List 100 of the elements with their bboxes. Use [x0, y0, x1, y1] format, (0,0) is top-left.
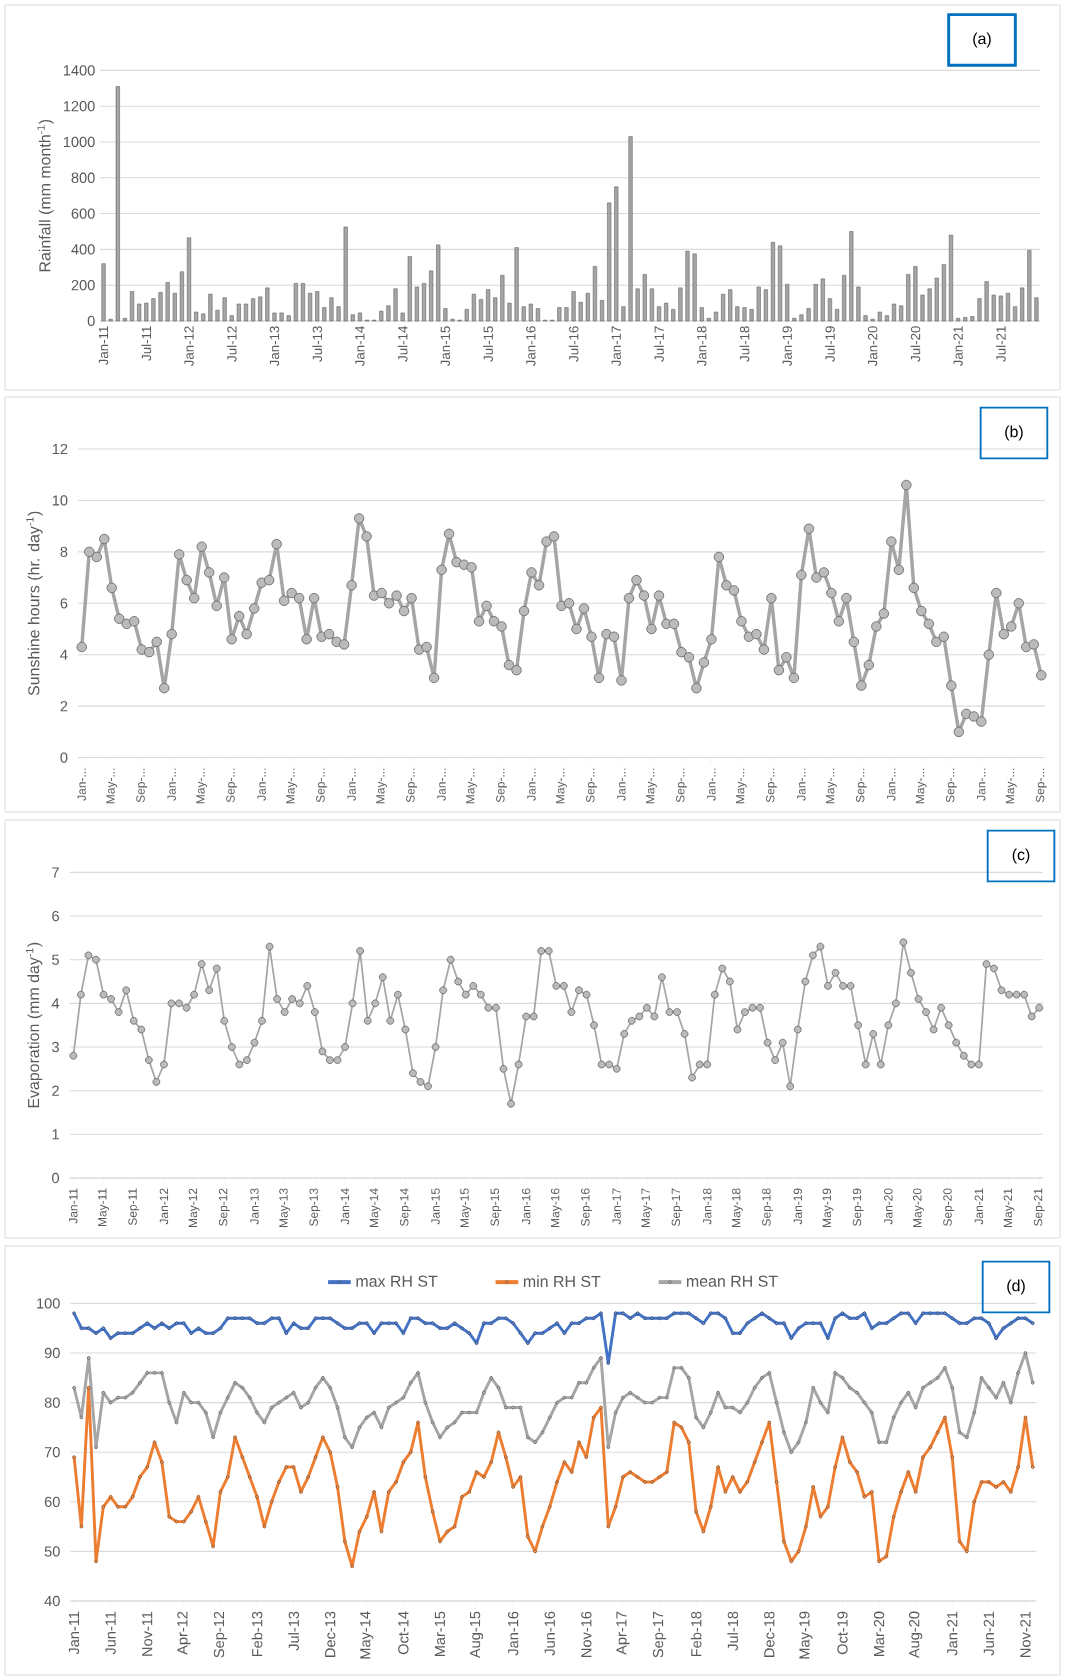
x-tick-label: Sep-... [496, 768, 507, 803]
x-tick-label: Sep-... [1035, 768, 1047, 803]
bar [407, 256, 412, 322]
x-tick-label: Jul-15 [483, 326, 493, 362]
x-tick-label: Jan-... [77, 768, 86, 801]
bar [557, 307, 562, 322]
x-tick-label: Jan-21 [947, 1611, 958, 1656]
x-tick-label: Jan-17 [612, 1188, 621, 1225]
x-tick-label: May-... [196, 768, 208, 804]
legend-label: max RH ST [356, 1275, 438, 1287]
bar [493, 297, 498, 322]
x-tick-label: Jan-16 [508, 1611, 519, 1656]
y-tick-label: 0 [52, 1172, 60, 1184]
bar [300, 283, 306, 322]
y-tick-label: 1000 [63, 136, 95, 148]
legend-label: min RH ST [523, 1275, 601, 1288]
bar [678, 287, 683, 322]
x-tick-label: Jan-15 [431, 1188, 440, 1225]
x-tick-label: Jan-19 [793, 1188, 803, 1225]
bar [770, 241, 776, 322]
bar [315, 291, 320, 322]
x-tick-label: Sep-12 [213, 1611, 228, 1658]
x-tick-label: Aug-20 [909, 1611, 923, 1659]
x-tick-label: Sep-... [765, 768, 777, 803]
bar [179, 271, 184, 322]
x-tick-label: May-11 [98, 1188, 109, 1226]
x-tick-label: Jul-11 [141, 326, 152, 361]
x-tick-label: Oct-14 [398, 1611, 409, 1655]
bar [600, 300, 605, 322]
bar [721, 293, 726, 322]
x-tick-label: Jan-... [257, 768, 266, 801]
bar [863, 315, 868, 322]
bar [671, 309, 676, 322]
x-tick-label: Jul-19 [825, 326, 835, 362]
y-tick-label: 800 [71, 172, 95, 183]
bar [813, 284, 818, 322]
bar [486, 289, 491, 322]
y-tick-label: 2 [52, 1085, 59, 1096]
bar [956, 318, 961, 322]
x-tick-label: Sep-13 [309, 1188, 321, 1227]
y-tick-label: 3 [52, 1041, 59, 1053]
bar [656, 306, 662, 322]
bar [763, 289, 768, 322]
bar [414, 286, 419, 322]
bar [827, 298, 832, 322]
y-tick-label: 200 [71, 280, 95, 291]
x-tick-label: Jan-19 [782, 326, 792, 367]
bar [977, 298, 982, 322]
y-tick-label: 70 [44, 1447, 60, 1458]
x-tick-label: Jan-13 [250, 1188, 259, 1225]
x-tick-label: Jan-16 [521, 1188, 531, 1225]
y-tick-label: 1200 [63, 101, 95, 112]
bar [820, 278, 825, 322]
bar [706, 318, 711, 322]
bar [614, 186, 619, 322]
bar [151, 298, 156, 322]
x-tick-label: Sep-... [676, 768, 687, 803]
x-tick-label: Jun-16 [544, 1611, 555, 1656]
bar [778, 245, 783, 322]
x-tick-label: Apr-17 [616, 1611, 630, 1655]
bar [792, 318, 797, 322]
bar [272, 312, 277, 322]
x-tick-label: Jan-11 [68, 1611, 80, 1655]
bar [877, 311, 882, 322]
bar [343, 226, 348, 322]
x-tick-label: Jan-17 [611, 326, 621, 367]
bar [251, 298, 256, 322]
bar [785, 284, 790, 322]
bar [963, 317, 968, 322]
bar [948, 234, 954, 322]
x-tick-label: Jan-... [527, 768, 536, 801]
x-tick-label: Dec-13 [325, 1611, 336, 1657]
y-tick-label: 4 [60, 649, 68, 660]
x-tick-label: May-18 [731, 1188, 743, 1227]
bar [1020, 287, 1025, 322]
x-tick-label: May-12 [188, 1188, 200, 1227]
bar [172, 292, 177, 322]
y-tick-label: 4 [51, 998, 60, 1009]
x-tick-label: Jan-20 [867, 326, 878, 367]
x-tick-label: Jul-21 [995, 326, 1006, 362]
y-tick-label: 40 [44, 1595, 60, 1607]
y-tick-label: 0 [60, 752, 68, 763]
x-tick-label: Jul-18 [739, 326, 750, 362]
bar [350, 314, 355, 322]
bar [927, 288, 932, 322]
x-tick-label: Nov-21 [1020, 1611, 1031, 1657]
bar [1013, 306, 1018, 322]
bar [208, 293, 213, 322]
x-tick-label: Jan-13 [269, 326, 280, 367]
x-tick-label: May-15 [460, 1188, 472, 1227]
x-tick-label: May-... [106, 768, 118, 804]
x-tick-label: Jul-18 [727, 1611, 739, 1651]
bar [400, 312, 405, 322]
bar [478, 299, 484, 322]
x-tick-label: Jan-11 [69, 1188, 78, 1224]
bar [842, 275, 847, 322]
x-tick-label: Sep-20 [943, 1188, 955, 1227]
bar [642, 274, 647, 322]
x-tick-label: Jul-12 [226, 326, 237, 362]
bar [436, 244, 441, 322]
